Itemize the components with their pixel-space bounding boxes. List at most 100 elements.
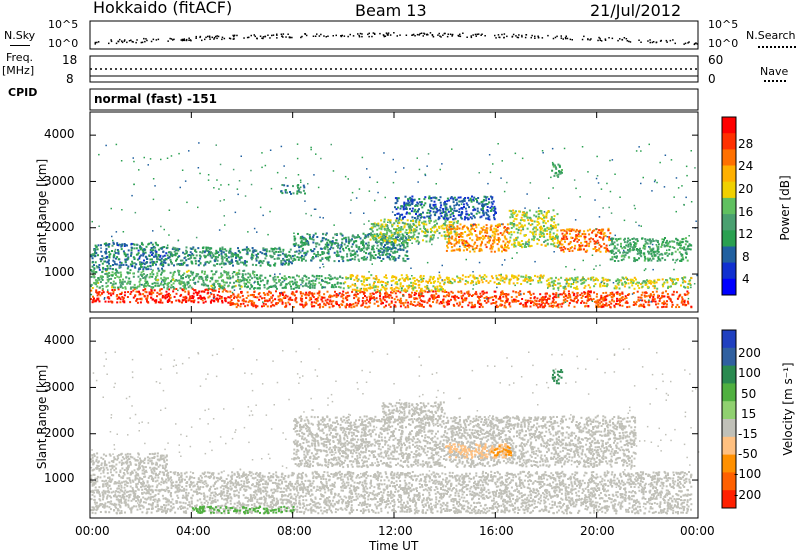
data-cell bbox=[325, 238, 328, 241]
data-cell bbox=[498, 240, 500, 243]
data-cell bbox=[342, 297, 345, 300]
data-cell bbox=[468, 244, 471, 247]
data-cell bbox=[526, 281, 529, 284]
data-cell bbox=[301, 277, 304, 280]
data-cell bbox=[484, 243, 487, 246]
data-cell bbox=[314, 283, 317, 286]
data-cell bbox=[621, 276, 624, 279]
data-cell bbox=[90, 254, 93, 257]
data-cell bbox=[289, 276, 292, 279]
data-cell bbox=[385, 229, 388, 232]
data-cell bbox=[374, 254, 377, 256]
data-cell bbox=[143, 248, 146, 251]
data-cell bbox=[490, 246, 493, 249]
data-cell bbox=[351, 283, 354, 286]
data-cell bbox=[506, 299, 509, 302]
data-cell bbox=[420, 305, 423, 308]
data-cell bbox=[475, 291, 478, 294]
data-cell bbox=[233, 295, 236, 298]
data-cell bbox=[245, 252, 248, 255]
data-cell bbox=[253, 270, 256, 273]
data-cell bbox=[283, 286, 286, 289]
data-cell bbox=[570, 299, 573, 302]
data-cell bbox=[616, 300, 618, 303]
data-cell bbox=[339, 247, 342, 250]
data-cell bbox=[572, 300, 575, 302]
data-cell bbox=[315, 274, 318, 277]
data-cell bbox=[512, 209, 515, 212]
data-cell bbox=[328, 240, 331, 243]
data-cell bbox=[541, 296, 544, 299]
data-cell bbox=[172, 290, 175, 293]
data-cell bbox=[202, 279, 205, 282]
data-cell bbox=[175, 258, 178, 261]
data-cell bbox=[311, 286, 314, 289]
data-cell bbox=[511, 223, 514, 226]
data-cell bbox=[393, 222, 396, 225]
data-cell bbox=[100, 244, 102, 247]
data-cell bbox=[469, 237, 471, 240]
data-cell bbox=[250, 258, 253, 261]
data-cell bbox=[478, 280, 481, 283]
data-cell bbox=[152, 298, 155, 301]
data-cell bbox=[545, 229, 548, 232]
data-cell bbox=[341, 300, 344, 303]
data-cell bbox=[446, 228, 449, 231]
data-cell bbox=[468, 230, 471, 233]
data-cell bbox=[194, 249, 197, 252]
data-cell bbox=[107, 259, 110, 262]
data-cell bbox=[545, 279, 548, 282]
data-cell bbox=[556, 229, 559, 232]
data-cell bbox=[473, 228, 475, 231]
data-cell bbox=[311, 292, 313, 295]
data-cell bbox=[567, 294, 570, 297]
data-cell bbox=[559, 285, 562, 287]
data-cell bbox=[559, 303, 562, 306]
data-cell bbox=[424, 231, 427, 234]
data-cell bbox=[304, 284, 307, 287]
data-cell bbox=[483, 274, 486, 277]
data-cell bbox=[515, 218, 518, 221]
data-cell bbox=[283, 295, 286, 298]
noise-point bbox=[396, 35, 398, 37]
data-cell bbox=[399, 282, 402, 285]
data-cell bbox=[618, 279, 621, 282]
data-cell bbox=[313, 284, 316, 287]
data-cell bbox=[308, 233, 311, 236]
data-cell bbox=[152, 273, 155, 276]
data-cell bbox=[526, 216, 529, 219]
data-cell bbox=[392, 244, 395, 247]
data-cell bbox=[622, 277, 625, 280]
data-cell bbox=[445, 277, 448, 279]
data-cell bbox=[153, 289, 156, 292]
data-cell bbox=[109, 282, 112, 284]
data-cell bbox=[417, 301, 420, 304]
noise-point bbox=[291, 36, 293, 39]
data-cell bbox=[588, 298, 590, 301]
data-cell bbox=[258, 260, 261, 263]
data-cell bbox=[418, 296, 421, 298]
data-cell bbox=[137, 270, 140, 273]
data-cell bbox=[253, 301, 256, 304]
data-cell bbox=[133, 286, 136, 289]
data-cell bbox=[584, 279, 587, 282]
noise-point bbox=[300, 36, 302, 39]
data-cell bbox=[384, 223, 387, 226]
data-cell bbox=[354, 284, 357, 287]
data-cell bbox=[524, 243, 527, 245]
data-cell bbox=[324, 277, 327, 280]
data-cell bbox=[508, 241, 511, 243]
data-cell bbox=[98, 268, 101, 271]
data-cell bbox=[92, 295, 94, 298]
data-cell bbox=[689, 284, 692, 287]
data-cell bbox=[129, 282, 132, 285]
data-cell bbox=[365, 279, 368, 281]
noise-point bbox=[598, 36, 600, 39]
noise-point bbox=[269, 37, 271, 39]
data-cell bbox=[382, 241, 385, 244]
noise-point bbox=[512, 33, 515, 36]
data-cell bbox=[288, 262, 290, 265]
data-cell bbox=[192, 271, 195, 274]
data-cell bbox=[438, 274, 441, 277]
data-cell bbox=[430, 294, 433, 297]
